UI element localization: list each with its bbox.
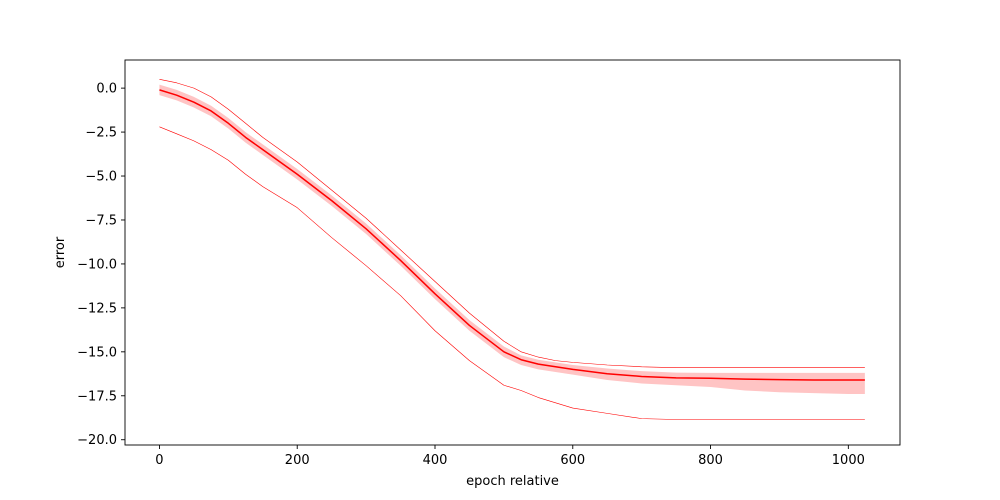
y-tick-label: −7.5 (85, 213, 117, 228)
y-tick-label: −15.0 (77, 345, 117, 360)
std-band (159, 84, 865, 395)
x-tick-label: 0 (155, 453, 163, 468)
x-tick-label: 400 (423, 453, 448, 468)
x-tick-label: 800 (698, 453, 723, 468)
y-tick-label: −20.0 (77, 433, 117, 448)
y-axis-label: error (53, 236, 68, 268)
y-tick-label: −12.5 (77, 301, 117, 316)
y-tick-label: −17.5 (77, 389, 117, 404)
plot-area (159, 79, 865, 420)
y-tick-label: −2.5 (85, 126, 117, 141)
y-tick-label: −5.0 (85, 170, 117, 185)
axes: 0 200 400 600 800 1000 0.0 −2.5 −5.0 −7.5 −10.0 −12… (77, 59, 901, 468)
series-line-max (159, 79, 865, 368)
series-line-min (159, 126, 865, 420)
x-tick-label: 1000 (832, 453, 865, 468)
plot-frame (124, 59, 901, 446)
x-tick-label: 200 (285, 453, 310, 468)
y-tick-label: −10.0 (77, 257, 117, 272)
series-line-mean (159, 89, 865, 381)
y-tick-label: 0.0 (96, 82, 117, 97)
x-axis-label: epoch relative (466, 474, 559, 489)
x-tick-label: 600 (560, 453, 585, 468)
